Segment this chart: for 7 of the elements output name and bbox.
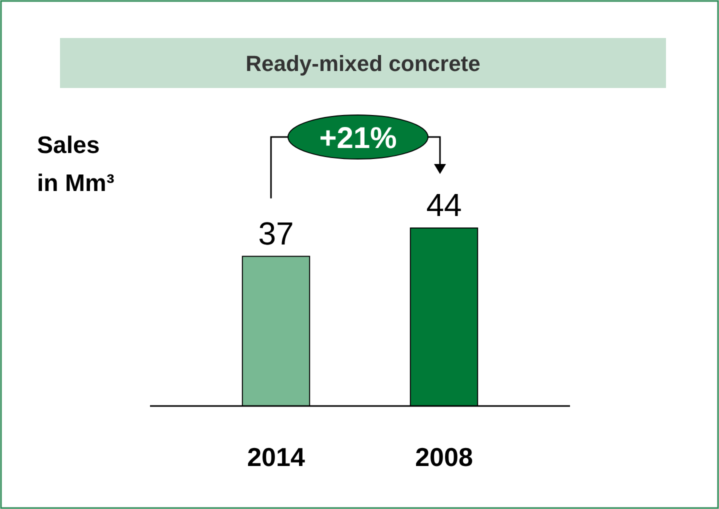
data-label: 37 xyxy=(258,215,294,252)
x-tick-label: 2014 xyxy=(247,442,306,472)
chart-title: Ready-mixed concrete xyxy=(246,51,480,76)
y-axis-title: Sales in Mm³ xyxy=(37,132,114,197)
data-label: 44 xyxy=(426,187,462,223)
text: +21% xyxy=(319,122,397,155)
x-tick-label: 2008 xyxy=(415,442,473,472)
